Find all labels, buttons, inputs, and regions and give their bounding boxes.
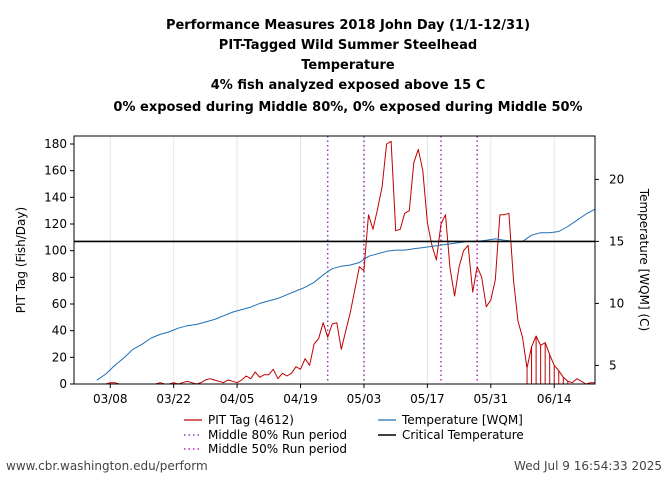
chart-title: Performance Measures 2018 John Day (1/1-…	[113, 18, 582, 115]
pit-tag-line	[96, 140, 595, 385]
y-tick-label-3: 60	[52, 297, 67, 311]
y-axis-label: PIT Tag (Fish/Day)	[14, 207, 28, 313]
x-tick-label-5: 05/17	[410, 392, 445, 406]
title-line-2: PIT-Tagged Wild Summer Steelhead	[219, 38, 477, 53]
y-tick-label-1: 20	[52, 350, 67, 364]
plot-frame	[73, 135, 596, 385]
legend: PIT Tag (4612) Temperature [WQM] Middle …	[184, 413, 524, 456]
title-line-3: Temperature	[301, 58, 395, 73]
y-tick-label-8: 160	[44, 164, 67, 178]
y-tick-label-5: 100	[44, 244, 67, 258]
title-line-1: Performance Measures 2018 John Day (1/1-…	[166, 18, 530, 33]
x-tick-label-7: 06/14	[537, 392, 572, 406]
y-tick-label-6: 120	[44, 217, 67, 231]
legend-mid80-label: Middle 80% Run period	[208, 428, 347, 442]
y-tick-label-7: 140	[44, 190, 67, 204]
y-tick-label-4: 80	[52, 270, 67, 284]
legend-critical-label: Critical Temperature	[402, 428, 524, 442]
y-tick-label-0: 0	[59, 377, 67, 391]
temperature-line	[96, 208, 596, 381]
x-tick-label-1: 03/22	[156, 392, 191, 406]
legend-temp-label: Temperature [WQM]	[401, 413, 523, 427]
footer-url[interactable]: www.cbr.washington.edu/perform	[6, 459, 208, 473]
axes: 0 20 40 60 80 100 120 140 160 180 5 10 15 20 03/08 03/2…	[44, 137, 624, 406]
x-tick-label-2: 04/05	[220, 392, 255, 406]
legend-mid50-label: Middle 50% Run period	[208, 442, 347, 456]
y2-tick-label-2: 15	[609, 234, 624, 248]
data-series	[96, 140, 596, 385]
y2-tick-label-0: 5	[609, 358, 617, 372]
y2-tick-label-1: 10	[609, 296, 624, 310]
x-tick-label-6: 05/31	[474, 392, 509, 406]
pit-droplines	[526, 336, 569, 384]
title-line-5: 0% exposed during Middle 80%, 0% exposed…	[113, 100, 582, 115]
y2-tick-label-3: 20	[609, 172, 624, 186]
y-tick-label-9: 180	[44, 137, 67, 151]
run-period-lines	[326, 136, 478, 384]
x-tick-label-0: 03/08	[93, 392, 128, 406]
legend-pit-label: PIT Tag (4612)	[208, 413, 294, 427]
footer-timestamp: Wed Jul 9 16:54:33 2025	[514, 459, 662, 473]
x-tick-label-3: 04/19	[283, 392, 318, 406]
y-tick-label-2: 40	[52, 324, 67, 338]
y2-axis-label: Temperature [WQM] (C)	[637, 188, 651, 331]
x-tick-label-4: 05/03	[347, 392, 382, 406]
vertical-gridlines	[109, 136, 555, 384]
title-line-4: 4% fish analyzed exposed above 15 C	[211, 78, 486, 93]
